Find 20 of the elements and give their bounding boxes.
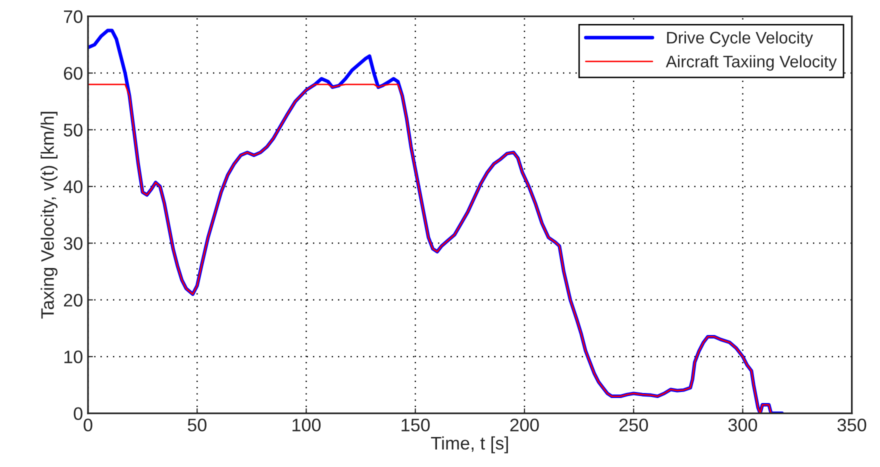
y-tick-label: 60 <box>64 66 82 80</box>
y-axis-title: Taxing Velocity, v(t) [km/h] <box>40 112 58 319</box>
x-tick-label: 100 <box>292 418 321 432</box>
x-tick-label: 350 <box>837 418 866 432</box>
x-tick-label: 300 <box>728 418 758 432</box>
y-tick-label: 50 <box>64 124 82 136</box>
legend-label: Aircraft Taxiing Velocity <box>666 55 837 71</box>
y-tick-label: 0 <box>74 407 82 420</box>
x-tick-label: 200 <box>510 418 539 432</box>
x-tick-label: 50 <box>188 418 206 432</box>
x-tick-label: 250 <box>619 418 648 432</box>
x-tick-label: 150 <box>402 418 430 432</box>
x-tick-label: 0 <box>84 418 92 432</box>
y-tick-label: 70 <box>64 10 82 24</box>
x-axis-title: Time, t [s] <box>431 436 508 454</box>
y-tick-label: 10 <box>64 350 82 364</box>
y-tick-label: 40 <box>63 180 82 194</box>
y-tick-label: 30 <box>64 237 82 250</box>
y-tick-label: 20 <box>64 294 82 307</box>
legend-label: Drive Cycle Velocity <box>667 31 814 47</box>
